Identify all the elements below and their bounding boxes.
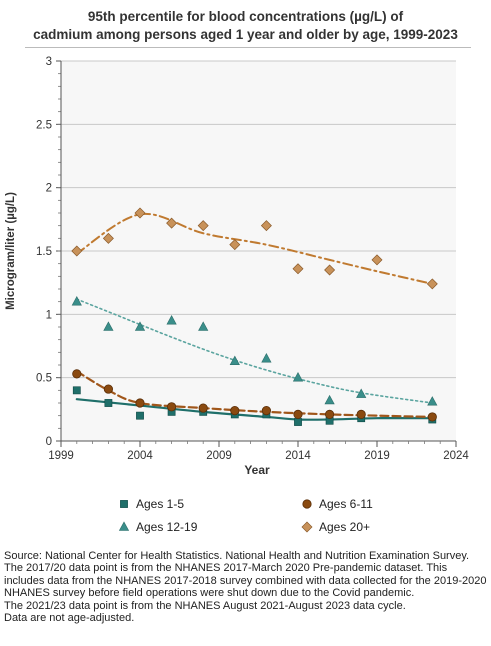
data-point-series-1 <box>261 405 271 416</box>
data-point-series-2 <box>427 396 438 406</box>
data-point-series-1 <box>230 405 240 416</box>
data-point-series-2 <box>261 353 272 363</box>
data-point-series-2 <box>166 315 177 325</box>
y-tick-label: 3 <box>46 56 52 68</box>
legend-marker-0 <box>120 500 128 508</box>
chart-title-line-2: cadmium among persons aged 1 year and ol… <box>33 27 458 42</box>
data-point-series-0 <box>136 411 144 420</box>
data-point-series-1 <box>427 412 437 422</box>
data-point-series-3 <box>260 220 272 232</box>
data-point-series-2 <box>71 296 82 306</box>
data-point-series-2 <box>134 321 146 331</box>
data-point-series-3 <box>134 207 146 219</box>
data-point-series-0 <box>72 386 81 395</box>
data-point-series-3 <box>229 239 241 251</box>
data-point-series-3 <box>292 263 304 275</box>
x-tick-label: 1999 <box>48 450 74 462</box>
title-divider <box>25 47 471 48</box>
data-point-series-3 <box>102 232 114 244</box>
data-point-series-0 <box>294 418 302 426</box>
x-tick-label: 2019 <box>364 450 390 462</box>
data-point-series-1 <box>324 409 335 419</box>
y-tick-label: 2.5 <box>36 119 52 131</box>
data-point-series-1 <box>293 409 303 419</box>
data-point-series-3 <box>426 278 438 290</box>
x-tick-label: 2014 <box>285 450 311 462</box>
x-tick-label: 2004 <box>127 450 153 462</box>
legend-label-1: Ages 6-11 <box>319 497 373 511</box>
legend-marker-2 <box>118 521 130 531</box>
chart-title-line-1: 95th percentile for blood concentrations… <box>87 9 404 24</box>
data-point-series-3 <box>166 217 178 229</box>
data-point-series-2 <box>229 355 240 366</box>
y-tick-label: 2 <box>46 183 52 195</box>
source-line: Data are not age-adjusted. <box>4 612 135 625</box>
trend-line-series-0 <box>75 398 434 421</box>
legend-marker-3 <box>301 521 313 533</box>
y-tick-label: 1 <box>46 309 52 321</box>
chart-title: 95th percentile for blood concentrations… <box>0 8 491 44</box>
data-point-series-1 <box>103 384 114 394</box>
trend-line-series-3 <box>75 212 434 285</box>
data-point-series-2 <box>356 388 367 398</box>
x-axis-label: Year <box>244 463 270 477</box>
y-tick-label: 0.5 <box>36 373 52 385</box>
legend-label-2: Ages 12-19 <box>136 520 198 534</box>
data-point-series-3 <box>197 220 209 232</box>
x-tick-label: 2009 <box>206 450 232 462</box>
data-point-series-0 <box>104 399 113 407</box>
data-point-series-1 <box>135 398 145 408</box>
source-line: The 2017/20 data point is from the NHANE… <box>4 562 487 600</box>
source-notes: Source: National Center for Health Stati… <box>4 550 488 624</box>
x-tick-label: 2024 <box>443 450 469 462</box>
y-tick-label: 1.5 <box>36 246 52 258</box>
source-line: Source: National Center for Health Stati… <box>4 550 470 562</box>
source-line: The 2021/23 data point is from the NHANE… <box>4 599 406 612</box>
data-point-series-2 <box>103 321 114 331</box>
legend-marker-1 <box>302 499 312 509</box>
data-point-series-3 <box>71 245 83 257</box>
data-point-series-3 <box>324 264 336 276</box>
legend-label-0: Ages 1-5 <box>136 497 184 511</box>
data-point-series-3 <box>371 254 383 266</box>
chart-svg: 0 0.5 1 1.5 2 2.5 3 1999 2004 2009 2014 2019 2024 Yea… <box>5 56 469 534</box>
y-tick-label: 0 <box>46 436 52 448</box>
data-point-series-1 <box>356 409 366 419</box>
data-point-series-2 <box>292 372 304 382</box>
data-point-series-1 <box>167 402 177 412</box>
y-axis-label: Microgram/liter (µg/L) <box>5 192 17 310</box>
data-point-series-2 <box>198 321 209 331</box>
legend-label-3: Ages 20+ <box>319 520 370 534</box>
data-point-series-1 <box>198 403 208 413</box>
data-point-series-2 <box>324 394 335 405</box>
data-point-series-1 <box>72 369 82 379</box>
